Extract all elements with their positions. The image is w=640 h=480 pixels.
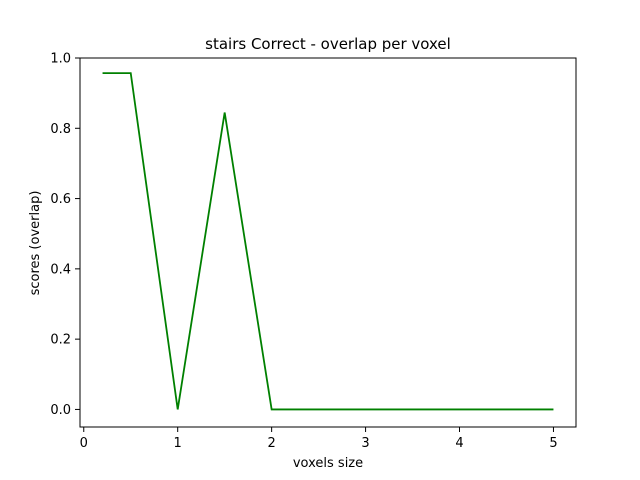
- x-tick-label: 4: [455, 436, 463, 451]
- y-tick-label: 1.0: [50, 52, 71, 67]
- y-axis-label: scores (overlap): [28, 191, 43, 296]
- ticks-layer: 0 1 2 3 4 5 0.0 0.2 0.4 0.6 0.8 1.0: [50, 52, 557, 452]
- y-tick-label: 0.2: [50, 333, 71, 348]
- marks-layer: [102, 72, 554, 411]
- y-tick-label: 0.6: [50, 192, 71, 207]
- y-tick-label: 0.4: [50, 262, 71, 277]
- y-tick-label: 0.0: [50, 403, 71, 418]
- y-tick-label: 0.8: [50, 122, 71, 137]
- chart-title: stairs Correct - overlap per voxel: [205, 35, 451, 53]
- x-tick-label: 3: [361, 436, 369, 451]
- series-line-0: [102, 72, 554, 411]
- x-tick-label: 0: [80, 436, 88, 451]
- x-axis-label: voxels size: [293, 456, 363, 471]
- x-tick-label: 5: [549, 436, 557, 451]
- x-tick-label: 2: [267, 436, 275, 451]
- x-tick-label: 1: [174, 436, 182, 451]
- plot-frame: [79, 57, 577, 428]
